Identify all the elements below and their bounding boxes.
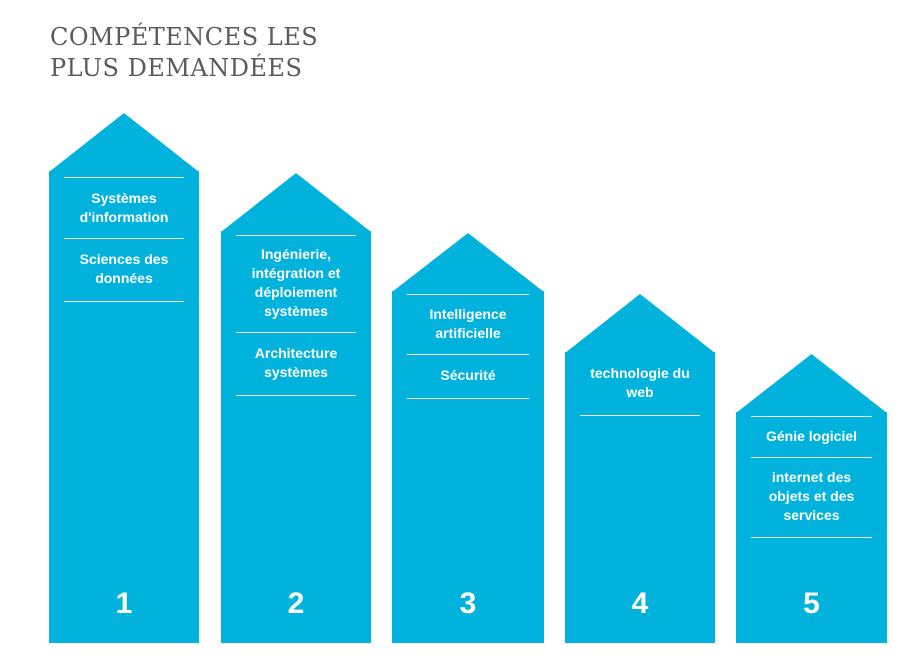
separator	[64, 238, 184, 239]
skill-list: Génie logiciel internet des objets et de…	[751, 416, 872, 538]
separator	[407, 354, 529, 355]
rank-arrow-2: Ingénierie, intégration et déploiement s…	[221, 173, 371, 643]
arrow-roof	[49, 113, 199, 172]
skill-item: internet des objets et des services	[768, 469, 855, 523]
arrow-roof	[736, 354, 887, 413]
separator	[64, 177, 184, 178]
rank-number: 5	[803, 587, 820, 620]
separator	[751, 416, 872, 417]
skill-item: Génie logiciel	[765, 428, 858, 444]
skill-item: Intelligence artificielle	[429, 306, 507, 341]
separator	[407, 398, 529, 399]
separator	[236, 235, 356, 236]
rank-number: 2	[287, 587, 305, 620]
skill-item: Systèmes d'information	[79, 190, 169, 225]
arrow-roof	[565, 294, 715, 353]
title-line-1: COMPÉTENCES LES	[50, 23, 319, 51]
rank-arrow-5: Génie logiciel internet des objets et de…	[736, 354, 887, 643]
skill-item: Sécurité	[440, 367, 496, 383]
separator	[580, 415, 700, 416]
separator	[751, 537, 872, 538]
separator	[64, 301, 184, 302]
skill-item: Sciences des données	[79, 251, 169, 286]
title-line-2: PLUS DEMANDÉES	[50, 54, 303, 82]
rank-number: 4	[631, 587, 649, 620]
rank-number: 1	[115, 587, 133, 620]
arrow-roof	[221, 173, 371, 232]
rank-arrow-3: Intelligence artificielle Sécurité 3	[392, 233, 544, 643]
rank-arrow-4: technologie du web 4	[565, 294, 715, 643]
skill-item: technologie du web	[590, 365, 690, 400]
separator	[407, 294, 529, 295]
rank-arrow-1: Systèmes d'information Sciences des donn…	[49, 113, 199, 643]
skill-list: Systèmes d'information Sciences des donn…	[64, 177, 184, 302]
separator	[236, 395, 356, 396]
skill-item: Architecture systèmes	[254, 345, 338, 380]
skill-list: Ingénierie, intégration et déploiement s…	[236, 235, 356, 396]
rank-number: 3	[459, 587, 477, 620]
page-title: COMPÉTENCES LES PLUS DEMANDÉES	[50, 22, 318, 84]
separator	[751, 457, 872, 458]
separator	[236, 332, 356, 333]
arrow-roof	[392, 233, 544, 292]
skill-item: Ingénierie, intégration et déploiement s…	[251, 246, 341, 319]
skill-list: Intelligence artificielle Sécurité	[407, 294, 529, 399]
skill-list: technologie du web	[580, 354, 700, 416]
